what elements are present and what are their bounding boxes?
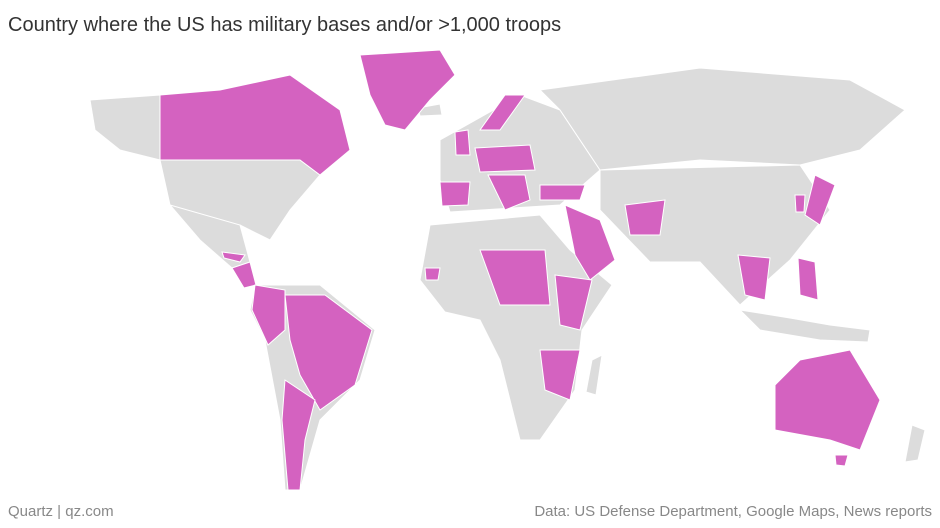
alaska [89,94,161,161]
turkey [539,184,586,201]
madagascar [585,354,603,396]
colombia-peru [251,284,286,346]
mozambique [539,349,581,401]
source-left: Quartz | qz.com [8,503,114,520]
indonesia [738,309,871,343]
russia [538,67,906,171]
korea [794,194,806,213]
east-africa [554,274,593,331]
arabia [564,204,616,281]
new-zealand [904,424,926,463]
norway [479,94,526,131]
australia [774,349,881,451]
asia [599,164,831,306]
iberia [439,181,471,207]
tasmania [834,454,849,467]
uk [454,129,471,156]
afghanistan [624,199,666,236]
canada [159,74,351,176]
brazil [284,294,373,411]
central-europe [474,144,536,173]
chart-title: Country where the US has military bases … [8,14,562,36]
sahel [479,249,551,306]
thailand [737,254,771,301]
source-right: Data: US Defense Department, Google Maps… [534,503,932,520]
greenland [359,49,456,131]
philippines [797,257,819,301]
west-africa [424,267,441,281]
cuba [221,251,246,263]
japan [804,174,836,226]
argentina-chile [281,379,316,491]
italy-balkans [487,174,531,211]
